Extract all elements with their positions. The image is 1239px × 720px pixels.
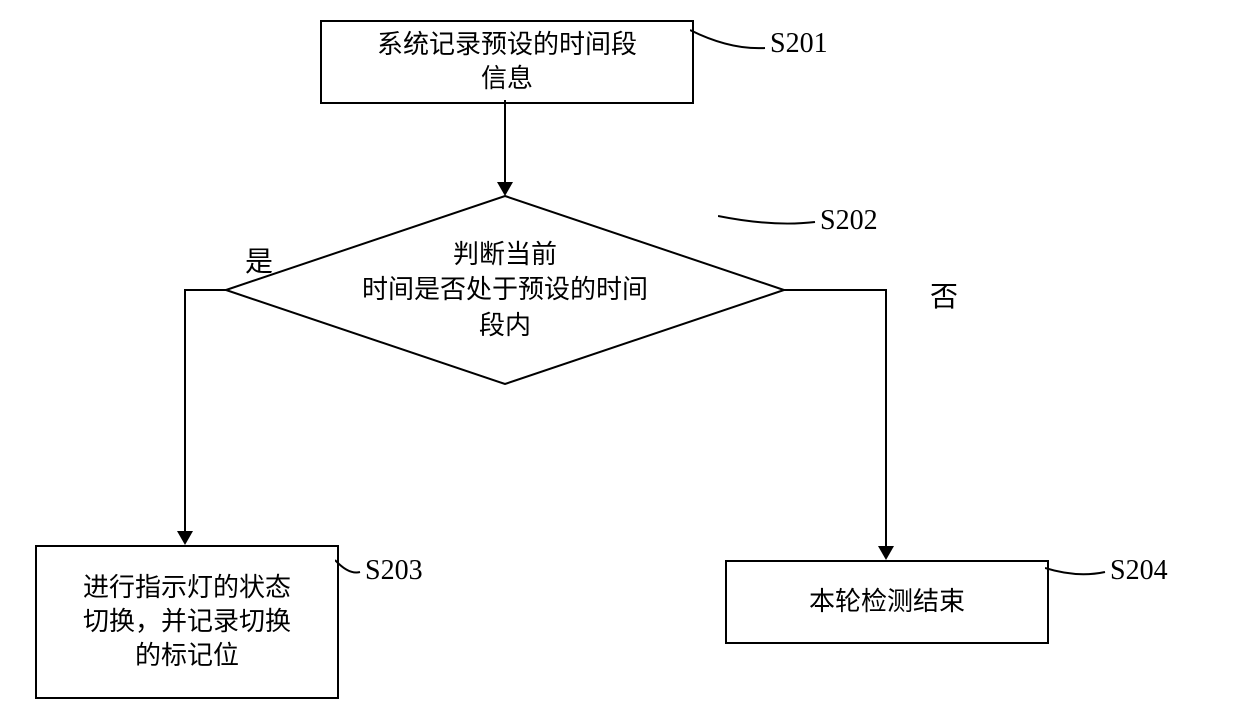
process-node-end-round-text: 本轮检测结束 <box>809 585 965 619</box>
leader-s204 <box>1045 558 1110 578</box>
leader-s203 <box>335 555 365 577</box>
leader-s202 <box>718 205 818 227</box>
edge-n2-n4-h <box>783 289 887 291</box>
process-node-record-time-text: 系统记录预设的时间段信息 <box>377 28 637 96</box>
step-label-s204: S204 <box>1110 555 1168 587</box>
branch-label-yes: 是 <box>245 240 273 280</box>
edge-n2-n4-arrow-icon <box>878 546 894 560</box>
edge-n2-n3-h <box>185 289 227 291</box>
flowchart-canvas: 系统记录预设的时间段信息 判断当前时间是否处于预设的时间段内 进行指示灯的状态切… <box>0 0 1239 720</box>
step-label-s202: S202 <box>820 205 878 237</box>
process-node-switch-led-text: 进行指示灯的状态切换，并记录切换的标记位 <box>83 571 291 672</box>
branch-label-no: 否 <box>930 275 958 315</box>
edge-n2-n4-v <box>885 289 887 548</box>
leader-s201 <box>690 28 770 52</box>
edge-n2-n3-v <box>184 289 186 533</box>
edge-n1-n2 <box>504 100 506 182</box>
process-node-record-time: 系统记录预设的时间段信息 <box>320 20 694 104</box>
edge-n2-n3-arrow-icon <box>177 531 193 545</box>
edge-n1-n2-arrow-icon <box>497 182 513 196</box>
decision-node-check-time-text-wrap: 判断当前时间是否处于预设的时间段内 <box>265 225 745 355</box>
decision-node-check-time-text: 判断当前时间是否处于预设的时间段内 <box>362 237 648 342</box>
process-node-end-round: 本轮检测结束 <box>725 560 1049 644</box>
process-node-switch-led: 进行指示灯的状态切换，并记录切换的标记位 <box>35 545 339 699</box>
step-label-s203: S203 <box>365 555 423 587</box>
step-label-s201: S201 <box>770 28 828 60</box>
